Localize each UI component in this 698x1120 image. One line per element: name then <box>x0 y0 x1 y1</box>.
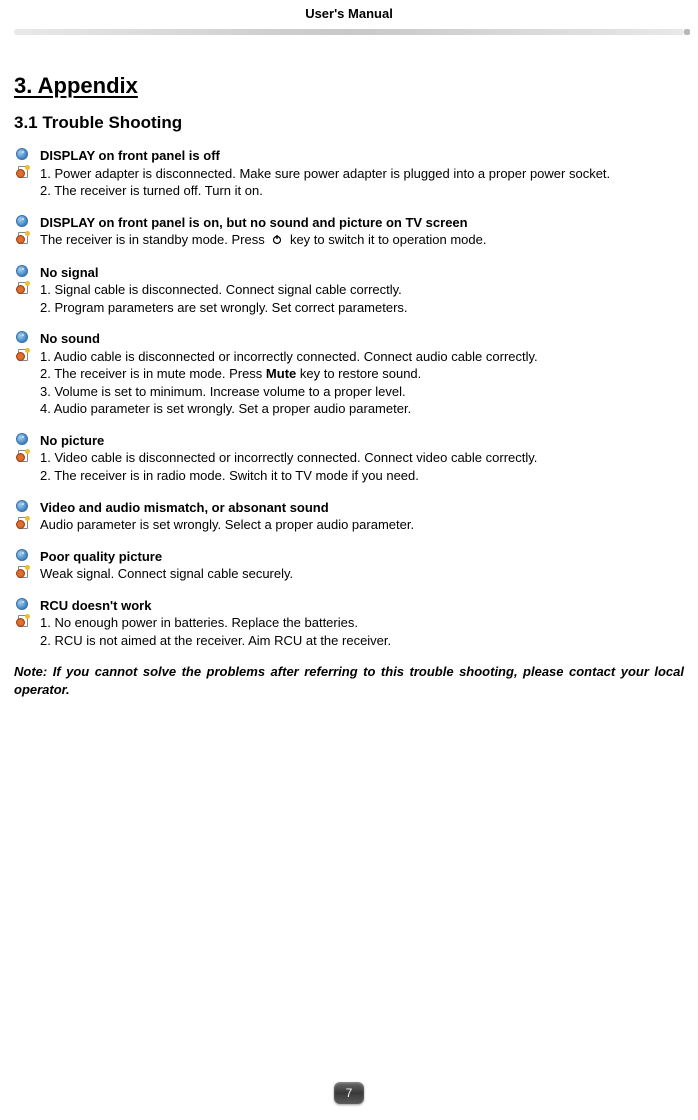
trouble-item: DISPLAY on front panel is off 1. Power a… <box>14 147 684 200</box>
item-line: 2. The receiver is in radio mode. Switch… <box>40 467 684 485</box>
line-pre: The receiver is in standby mode. Press <box>40 232 268 247</box>
line-post: key to restore sound. <box>296 366 421 381</box>
doc-icon <box>16 566 29 578</box>
item-line: 1. Audio cable is disconnected or incorr… <box>40 348 684 366</box>
line-post: key to switch it to operation mode. <box>286 232 486 247</box>
globe-icon <box>16 215 28 227</box>
item-line: 2. The receiver is in mute mode. Press M… <box>40 365 684 383</box>
trouble-item: Poor quality picture Weak signal. Connec… <box>14 548 684 583</box>
globe-icon <box>16 500 28 512</box>
trouble-item: RCU doesn't work 1. No enough power in b… <box>14 597 684 650</box>
trouble-item: DISPLAY on front panel is on, but no sou… <box>14 214 684 250</box>
page-number-badge: 7 <box>334 1082 364 1104</box>
item-title: Video and audio mismatch, or absonant so… <box>40 499 684 517</box>
trouble-item: No sound 1. Audio cable is disconnected … <box>14 330 684 418</box>
footer-note: Note: If you cannot solve the problems a… <box>14 663 684 698</box>
trouble-item: No signal 1. Signal cable is disconnecte… <box>14 264 684 317</box>
doc-icon <box>16 166 29 178</box>
item-line: 1. Power adapter is disconnected. Make s… <box>40 165 684 183</box>
item-line: 1. No enough power in batteries. Replace… <box>40 614 684 632</box>
power-icon <box>271 232 283 250</box>
item-line: 2. Program parameters are set wrongly. S… <box>40 299 684 317</box>
header-title: User's Manual <box>0 0 698 29</box>
item-line: 1. Signal cable is disconnected. Connect… <box>40 281 684 299</box>
globe-icon <box>16 598 28 610</box>
item-line: 1. Video cable is disconnected or incorr… <box>40 449 684 467</box>
item-title: No signal <box>40 264 684 282</box>
item-line: 2. The receiver is turned off. Turn it o… <box>40 182 684 200</box>
doc-icon <box>16 282 29 294</box>
globe-icon <box>16 433 28 445</box>
doc-icon <box>16 517 29 529</box>
globe-icon <box>16 148 28 160</box>
doc-icon <box>16 450 29 462</box>
line-pre: 2. The receiver is in mute mode. Press <box>40 366 266 381</box>
item-title: DISPLAY on front panel is off <box>40 147 684 165</box>
globe-icon <box>16 331 28 343</box>
item-line: The receiver is in standby mode. Press k… <box>40 231 684 249</box>
item-title: RCU doesn't work <box>40 597 684 615</box>
trouble-item: Video and audio mismatch, or absonant so… <box>14 499 684 534</box>
item-title: No sound <box>40 330 684 348</box>
globe-icon <box>16 265 28 277</box>
section-title: 3.1 Trouble Shooting <box>14 113 684 133</box>
item-line: 4. Audio parameter is set wrongly. Set a… <box>40 400 684 418</box>
content-area: 3. Appendix 3.1 Trouble Shooting DISPLAY… <box>0 35 698 698</box>
header-divider <box>14 29 684 35</box>
item-title: No picture <box>40 432 684 450</box>
chapter-title: 3. Appendix <box>14 73 684 99</box>
item-title: DISPLAY on front panel is on, but no sou… <box>40 214 684 232</box>
mute-bold: Mute <box>266 366 296 381</box>
globe-icon <box>16 549 28 561</box>
item-title: Poor quality picture <box>40 548 684 566</box>
item-line: Weak signal. Connect signal cable secure… <box>40 565 684 583</box>
item-line: 2. RCU is not aimed at the receiver. Aim… <box>40 632 684 650</box>
doc-icon <box>16 615 29 627</box>
item-line: 3. Volume is set to minimum. Increase vo… <box>40 383 684 401</box>
trouble-item: No picture 1. Video cable is disconnecte… <box>14 432 684 485</box>
doc-icon <box>16 232 29 244</box>
item-line: Audio parameter is set wrongly. Select a… <box>40 516 684 534</box>
doc-icon <box>16 349 29 361</box>
